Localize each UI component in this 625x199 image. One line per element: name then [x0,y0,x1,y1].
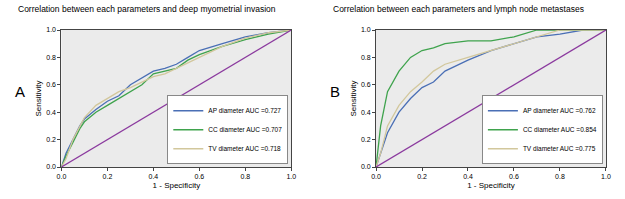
svg-text:TV diameter AUC =0.775: TV diameter AUC =0.775 [523,145,596,152]
svg-text:0.4: 0.4 [149,173,159,180]
svg-text:1.0: 1.0 [601,173,611,180]
svg-text:1 - Specificity: 1 - Specificity [153,181,201,190]
svg-text:0.2: 0.2 [46,136,56,143]
svg-text:1 - Specificity: 1 - Specificity [467,181,515,190]
svg-text:TV diameter AUC =0.718: TV diameter AUC =0.718 [208,145,281,152]
svg-text:Sensitivity: Sensitivity [349,80,358,116]
svg-text:0.0: 0.0 [46,163,56,170]
svg-text:CC diameter AUC =0.854: CC diameter AUC =0.854 [523,126,597,133]
svg-text:1.0: 1.0 [46,26,56,33]
svg-text:0.0: 0.0 [361,163,371,170]
svg-text:0.2: 0.2 [103,173,113,180]
svg-text:0.6: 0.6 [361,81,371,88]
svg-text:1.0: 1.0 [286,173,296,180]
svg-text:0.0: 0.0 [57,173,67,180]
svg-text:AP diameter AUC =0.727: AP diameter AUC =0.727 [208,107,281,114]
svg-text:0.2: 0.2 [417,173,427,180]
svg-text:0.4: 0.4 [463,173,473,180]
svg-text:0.4: 0.4 [46,109,56,116]
svg-text:CC diameter AUC =0.707: CC diameter AUC =0.707 [208,126,282,133]
svg-text:Sensitivity: Sensitivity [34,80,43,116]
svg-text:0.8: 0.8 [361,54,371,61]
svg-text:0.6: 0.6 [194,173,204,180]
svg-text:0.6: 0.6 [509,173,519,180]
svg-text:0.2: 0.2 [361,136,371,143]
svg-text:1.0: 1.0 [361,26,371,33]
svg-text:0.8: 0.8 [240,173,250,180]
svg-text:0.8: 0.8 [46,54,56,61]
svg-text:0.6: 0.6 [46,81,56,88]
svg-text:Correlation between each param: Correlation between each parameters and … [18,4,276,14]
svg-text:AP diameter AUC =0.762: AP diameter AUC =0.762 [523,107,596,114]
svg-text:Correlation between each param: Correlation between each parameters and … [333,4,584,14]
svg-text:0.0: 0.0 [371,173,381,180]
svg-text:A: A [15,83,25,100]
svg-text:0.8: 0.8 [555,173,565,180]
svg-text:0.4: 0.4 [361,109,371,116]
svg-text:B: B [330,83,340,100]
